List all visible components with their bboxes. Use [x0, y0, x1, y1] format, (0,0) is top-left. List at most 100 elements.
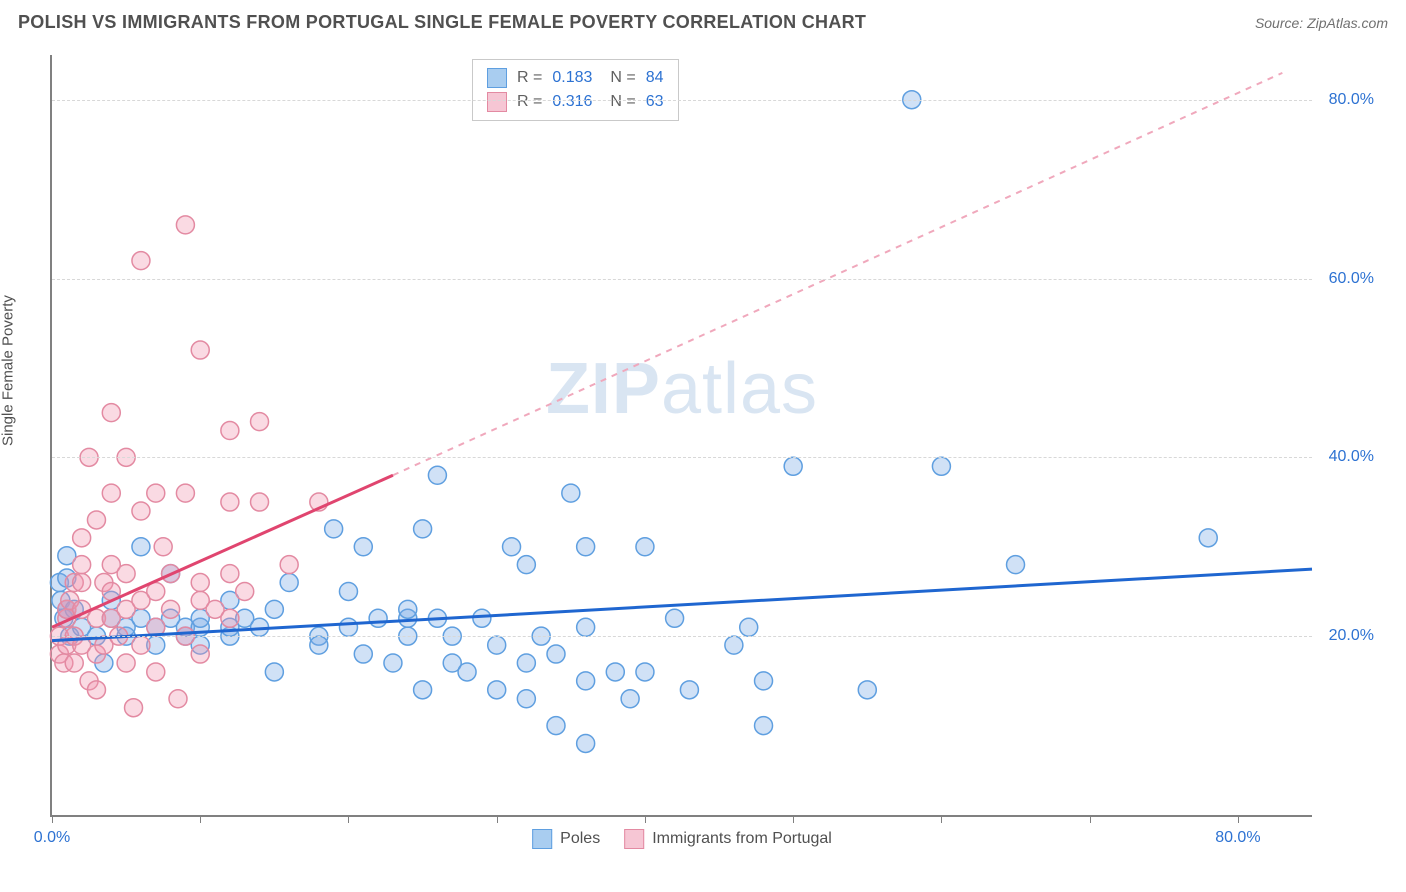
x-tick — [52, 815, 53, 823]
legend-label-portugal: Immigrants from Portugal — [652, 830, 832, 848]
data-point — [547, 645, 565, 663]
data-point — [1199, 529, 1217, 547]
data-point — [414, 681, 432, 699]
data-point — [517, 654, 535, 672]
data-point — [102, 404, 120, 422]
swatch-poles — [487, 68, 507, 88]
legend-label-poles: Poles — [560, 830, 600, 848]
data-point — [562, 484, 580, 502]
data-point — [666, 609, 684, 627]
data-point — [1007, 556, 1025, 574]
data-point — [577, 538, 595, 556]
data-point — [740, 618, 758, 636]
gridline — [52, 100, 1312, 101]
data-point — [176, 216, 194, 234]
data-point — [265, 663, 283, 681]
x-tick-label: 0.0% — [34, 829, 70, 847]
y-tick-label: 20.0% — [1329, 627, 1374, 645]
gridline — [52, 636, 1312, 637]
data-point — [325, 520, 343, 538]
legend-bottom: Poles Immigrants from Portugal — [532, 829, 832, 849]
data-point — [784, 457, 802, 475]
data-point — [221, 422, 239, 440]
data-point — [191, 574, 209, 592]
legend-swatch-poles — [532, 829, 552, 849]
data-point — [606, 663, 624, 681]
data-point — [932, 457, 950, 475]
x-tick — [1238, 815, 1239, 823]
data-point — [251, 493, 269, 511]
data-point — [488, 681, 506, 699]
data-point — [369, 609, 387, 627]
data-point — [517, 690, 535, 708]
y-tick-label: 80.0% — [1329, 91, 1374, 109]
data-point — [414, 520, 432, 538]
data-point — [858, 681, 876, 699]
data-point — [428, 466, 446, 484]
data-point — [547, 717, 565, 735]
data-point — [132, 636, 150, 654]
data-point — [191, 341, 209, 359]
data-point — [236, 582, 254, 600]
data-point — [636, 538, 654, 556]
x-tick — [200, 815, 201, 823]
data-point — [176, 484, 194, 502]
legend-item-portugal: Immigrants from Portugal — [624, 829, 832, 849]
data-point — [125, 699, 143, 717]
data-point — [147, 484, 165, 502]
data-point — [725, 636, 743, 654]
data-point — [755, 672, 773, 690]
x-tick — [1090, 815, 1091, 823]
data-point — [132, 538, 150, 556]
data-point — [280, 574, 298, 592]
n-value-poles: 84 — [646, 66, 664, 90]
data-point — [310, 636, 328, 654]
data-point — [132, 502, 150, 520]
data-point — [577, 734, 595, 752]
data-point — [339, 618, 357, 636]
data-point — [636, 663, 654, 681]
data-point — [503, 538, 521, 556]
data-point — [191, 645, 209, 663]
legend-swatch-portugal — [624, 829, 644, 849]
data-point — [132, 252, 150, 270]
legend-item-poles: Poles — [532, 829, 600, 849]
x-tick — [793, 815, 794, 823]
data-point — [221, 609, 239, 627]
chart-title: POLISH VS IMMIGRANTS FROM PORTUGAL SINGL… — [18, 12, 866, 33]
n-value-portugal: 63 — [646, 90, 664, 114]
x-tick — [645, 815, 646, 823]
data-point — [162, 600, 180, 618]
data-point — [458, 663, 476, 681]
data-point — [577, 672, 595, 690]
data-point — [680, 681, 698, 699]
data-point — [621, 690, 639, 708]
title-bar: POLISH VS IMMIGRANTS FROM PORTUGAL SINGL… — [18, 12, 1388, 33]
y-axis-label: Single Female Poverty — [0, 295, 17, 446]
data-point — [755, 717, 773, 735]
data-point — [488, 636, 506, 654]
data-point — [517, 556, 535, 574]
scatter-plot-svg — [52, 55, 1312, 815]
data-point — [117, 565, 135, 583]
data-point — [102, 484, 120, 502]
data-point — [87, 511, 105, 529]
stats-row-portugal: R = 0.316 N = 63 — [487, 90, 664, 114]
x-tick — [497, 815, 498, 823]
gridline — [52, 457, 1312, 458]
data-point — [339, 582, 357, 600]
y-tick-label: 40.0% — [1329, 448, 1374, 466]
data-point — [221, 565, 239, 583]
chart-source: Source: ZipAtlas.com — [1255, 15, 1388, 31]
swatch-portugal — [487, 92, 507, 112]
data-point — [73, 529, 91, 547]
data-point — [399, 600, 417, 618]
stats-box: R = 0.183 N = 84 R = 0.316 N = 63 — [472, 59, 679, 121]
plot-area: ZIPatlas R = 0.183 N = 84 R = 0.316 N = … — [50, 55, 1312, 817]
gridline — [52, 279, 1312, 280]
data-point — [251, 413, 269, 431]
data-point — [265, 600, 283, 618]
stats-row-poles: R = 0.183 N = 84 — [487, 66, 664, 90]
x-tick — [941, 815, 942, 823]
data-point — [577, 618, 595, 636]
